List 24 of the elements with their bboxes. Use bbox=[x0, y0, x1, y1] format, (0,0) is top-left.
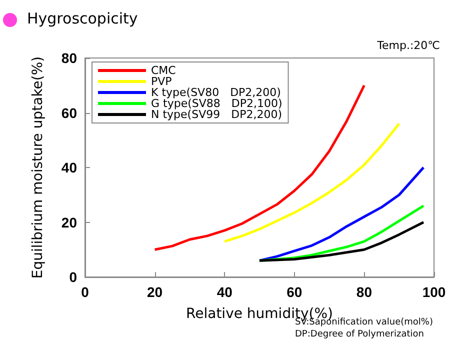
legend-label: K type(SV80 DP2,200) bbox=[151, 86, 281, 99]
legend-label: N type(SV99 DP2,200) bbox=[151, 108, 282, 121]
x-tick-label: 80 bbox=[356, 284, 372, 300]
chart-title: Hygroscopicity bbox=[27, 10, 138, 28]
y-tick-label: 60 bbox=[61, 104, 78, 121]
line-series bbox=[258, 166, 425, 262]
line-series bbox=[154, 84, 366, 251]
x-tick-label: 60 bbox=[286, 284, 302, 300]
y-tick-label: 40 bbox=[61, 160, 78, 176]
x-tick-label: 20 bbox=[147, 284, 163, 300]
text: Temp.:20℃ bbox=[376, 39, 440, 52]
y-tick-label: 0 bbox=[69, 269, 78, 285]
y-axis-title: Equilibrium moisture uptake(%) bbox=[30, 56, 46, 279]
text: DP:Degree of Polymerization bbox=[295, 330, 424, 340]
legend-label: CMC bbox=[151, 64, 176, 77]
y-tick-label: 80 bbox=[61, 50, 78, 66]
line-series bbox=[223, 122, 400, 243]
y-tick-label: 20 bbox=[61, 214, 78, 230]
line-series bbox=[258, 221, 425, 262]
x-tick-label: 100 bbox=[422, 284, 446, 300]
legend-label: G type(SV88 DP2,100) bbox=[151, 97, 282, 110]
x-tick-label: 40 bbox=[216, 284, 233, 300]
legend-label: PVP bbox=[151, 75, 172, 88]
x-tick-label: 0 bbox=[81, 284, 90, 300]
